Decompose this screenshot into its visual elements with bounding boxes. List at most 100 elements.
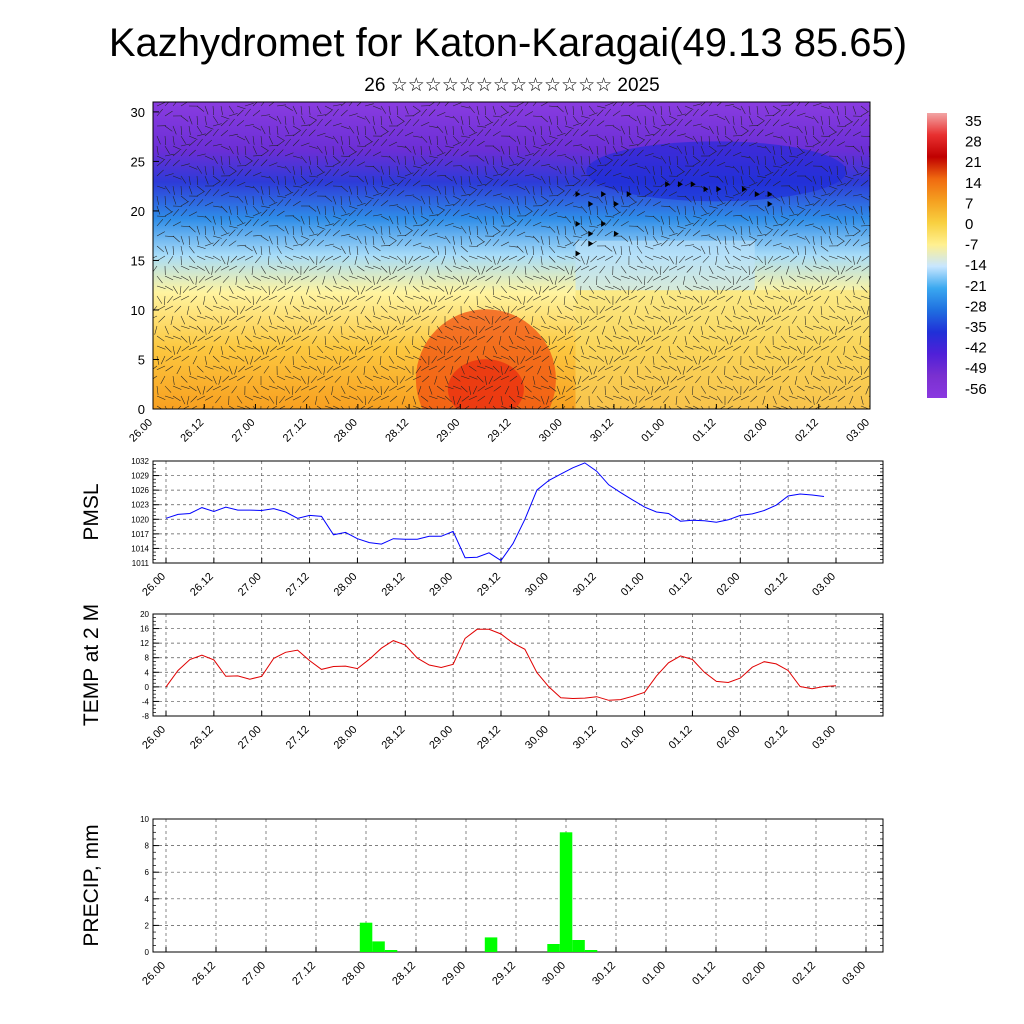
wind-barb [237, 375, 246, 381]
wind-barb [572, 205, 582, 209]
wind-barb [716, 245, 719, 255]
wind-barb [245, 305, 254, 312]
wind-barb [372, 198, 379, 207]
wind-barb [740, 189, 748, 197]
wind-barb [420, 162, 430, 167]
wind-barb [580, 305, 590, 311]
wind-barb [236, 205, 238, 216]
wind-barb [153, 265, 158, 273]
wind-barb [413, 255, 422, 262]
wind-barb [412, 119, 420, 127]
wind-barb [188, 198, 196, 207]
wind-barb [708, 275, 718, 279]
wind-barb [540, 148, 547, 157]
wind-barb [788, 145, 792, 155]
heatmap-warm-cold-regions [415, 141, 870, 409]
wind-barb [156, 295, 163, 304]
wind-barb [372, 235, 375, 246]
wind-barb [828, 305, 836, 313]
wind-barb [436, 135, 438, 146]
wind-barb [437, 305, 446, 311]
wind-barb [844, 305, 854, 310]
wind-barb [607, 375, 614, 384]
wind-barb [399, 335, 406, 344]
wind-barb [404, 345, 411, 354]
wind-barb [604, 195, 608, 205]
wind-barb [780, 145, 782, 156]
wind-barb [252, 135, 255, 145]
wind-barb [452, 209, 460, 217]
wind-barb [700, 234, 710, 237]
wind-barb [468, 131, 478, 137]
y-tick-label: -4 [142, 697, 150, 706]
wind-barb [532, 175, 542, 181]
wind-barb [165, 355, 174, 362]
wind-barb [284, 191, 294, 197]
wind-barb [654, 285, 662, 293]
wind-barb [236, 255, 246, 261]
wind-flag [716, 186, 722, 193]
wind-barb [476, 140, 485, 147]
wind-barb [188, 125, 191, 135]
wind-barb [652, 129, 661, 137]
wind-barb [348, 395, 358, 400]
wind-barb [253, 365, 262, 371]
wind-barb [372, 305, 375, 315]
wind-barb [820, 255, 829, 262]
wind-barb [798, 365, 806, 373]
wind-barb [188, 165, 198, 170]
wind-barb [860, 365, 862, 376]
wind-barb [308, 233, 318, 237]
wind-barb [500, 195, 510, 200]
wind-barb [276, 195, 286, 198]
wind-barb [644, 199, 652, 207]
wind-barb [732, 214, 743, 217]
wind-barb [244, 195, 248, 205]
wind-barb [364, 125, 366, 136]
wind-barb [756, 145, 766, 149]
wind-barb [496, 275, 502, 284]
wind-barb [816, 395, 822, 405]
wind-barb [301, 325, 310, 332]
wind-barb [700, 245, 706, 255]
wind-barb [672, 315, 678, 325]
x-tick-label: 30.12 [571, 724, 599, 752]
wind-barb [724, 165, 734, 168]
wind-barb [640, 355, 646, 364]
wind-barb [186, 305, 190, 315]
wind-barb [660, 123, 670, 127]
wind-barb [828, 175, 831, 185]
y-tick-label: 0 [138, 402, 145, 417]
wind-barb [447, 305, 454, 314]
wind-barb [300, 385, 310, 391]
wind-barb [196, 105, 205, 112]
wind-barb [244, 108, 251, 117]
wind-barb [260, 265, 266, 274]
x-tick-label: 30.00 [523, 571, 551, 599]
wind-barb [580, 115, 590, 119]
wind-barb [468, 255, 478, 260]
wind-barb [324, 305, 328, 315]
x-tick-label: 29.00 [427, 571, 455, 599]
wind-barb [804, 203, 814, 207]
wind-barb [332, 123, 342, 127]
x-tick-label: 28.00 [332, 417, 360, 445]
wind-barb [260, 235, 269, 242]
wind-barb [497, 255, 502, 265]
wind-barb [700, 325, 704, 335]
wind-barb [452, 265, 462, 270]
wind-barb [463, 335, 470, 344]
wind-barb [252, 245, 257, 255]
wind-barb [386, 325, 390, 335]
wind-barb [428, 385, 433, 395]
wind-barb [228, 225, 238, 229]
wind-barb [692, 365, 702, 371]
wind-barb [236, 182, 246, 187]
wind-barb [796, 335, 806, 339]
wind-barb [724, 115, 730, 124]
wind-barb [860, 105, 869, 112]
wind-barb [228, 405, 236, 409]
wind-barb [212, 375, 217, 385]
wind-barb [565, 395, 574, 401]
wind-barb [340, 365, 350, 371]
